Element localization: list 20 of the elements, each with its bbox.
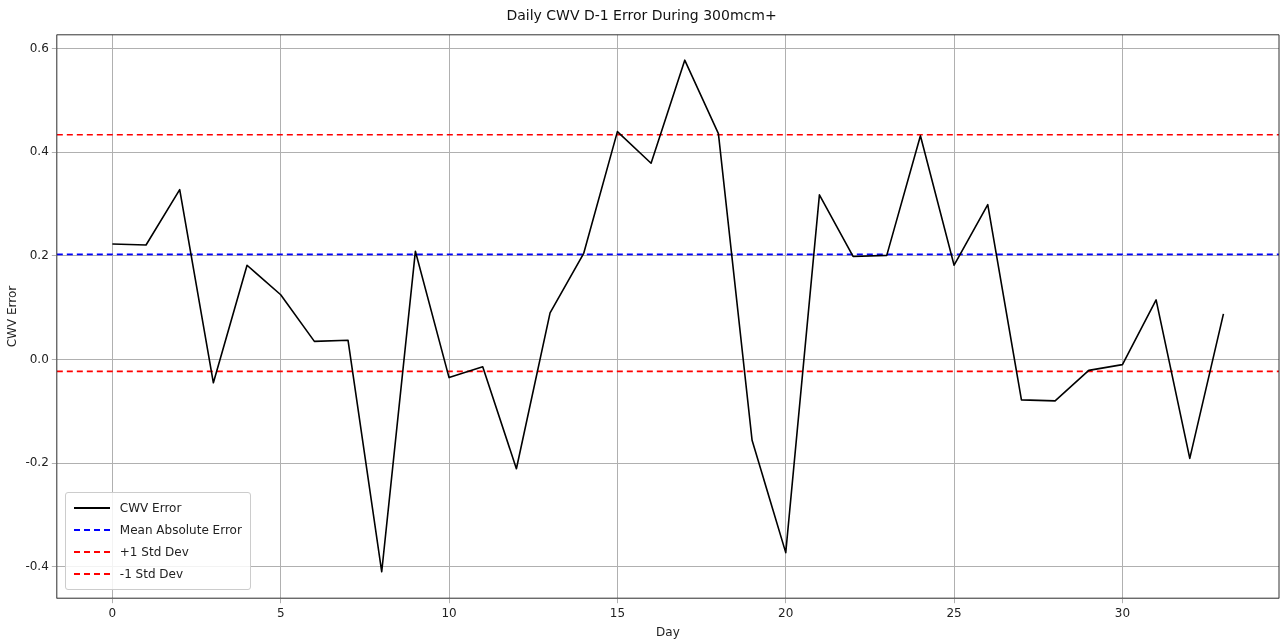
y-tick-label: 0.4 bbox=[29, 144, 49, 159]
x-tick-label: 5 bbox=[276, 605, 285, 620]
y-tick-label: -0.4 bbox=[25, 558, 49, 573]
legend-label: Mean Absolute Error bbox=[119, 523, 242, 538]
x-tick-label: 10 bbox=[441, 605, 457, 620]
x-tick-label: 15 bbox=[609, 605, 626, 620]
y-tick-label: 0.2 bbox=[29, 248, 49, 263]
y-tick-label: -0.2 bbox=[25, 455, 49, 470]
y-tick-label: 0.6 bbox=[29, 40, 49, 55]
x-tick-label: 25 bbox=[946, 605, 962, 620]
x-tick-label: 20 bbox=[778, 605, 794, 620]
y-tick-label: 0.0 bbox=[29, 351, 49, 366]
legend-label: +1 Std Dev bbox=[119, 545, 189, 560]
chart-title: Daily CWV D-1 Error During 300mcm+ bbox=[506, 7, 777, 24]
legend-label: -1 Std Dev bbox=[119, 567, 184, 582]
x-tick-label: 30 bbox=[1114, 605, 1131, 620]
x-tick-label: 0 bbox=[108, 605, 117, 620]
x-axis-title: Day bbox=[656, 624, 680, 639]
legend-label: CWV Error bbox=[119, 501, 182, 516]
y-axis-title: CWV Error bbox=[5, 285, 20, 348]
